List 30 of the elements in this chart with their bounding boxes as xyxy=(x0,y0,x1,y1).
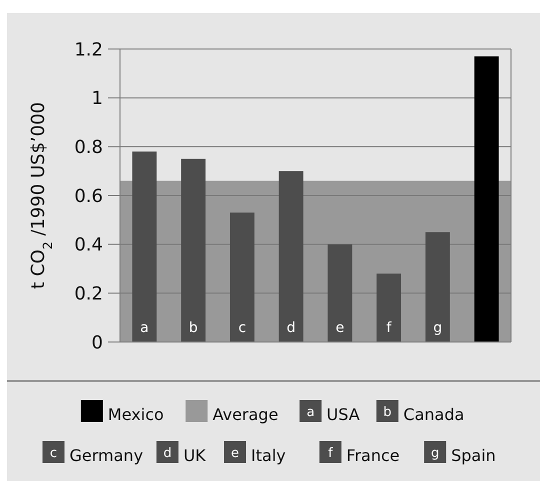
x-tick-label: b xyxy=(188,320,198,336)
x-tick-label: d xyxy=(286,320,296,336)
y-tick-label: 0.8 xyxy=(74,136,103,158)
category-label: f xyxy=(328,446,333,461)
legend-label: France xyxy=(346,446,400,465)
legend-label: Germany xyxy=(70,446,144,465)
legend-label: Italy xyxy=(251,446,286,465)
y-tick-label: 0 xyxy=(92,332,103,354)
legend-label: Mexico xyxy=(108,405,164,424)
category-label: d xyxy=(163,446,172,461)
y-tick-label: 0.6 xyxy=(74,186,103,207)
x-tick-label: a xyxy=(140,320,149,336)
category-label: a xyxy=(306,405,315,420)
x-tick-label: e xyxy=(336,320,344,336)
x-tick-label: f xyxy=(386,320,392,336)
legend-label: UK xyxy=(183,446,206,465)
category-label: c xyxy=(50,446,58,461)
legend-label: Spain xyxy=(451,446,496,465)
y-tick-label: 1 xyxy=(92,88,103,110)
y-tick-label: 1.2 xyxy=(74,39,103,60)
y-tick-label: 0.2 xyxy=(74,283,103,304)
legend-label: Canada xyxy=(403,405,464,424)
y-tick-label: 0.4 xyxy=(74,234,103,256)
x-tick-label: g xyxy=(433,320,442,336)
legend-label: Average xyxy=(212,405,278,424)
x-tick-label: c xyxy=(238,320,246,336)
category-label: b xyxy=(383,405,392,420)
legend-label: USA xyxy=(326,405,360,424)
category-label: e xyxy=(231,446,240,461)
category-label: g xyxy=(430,446,440,461)
